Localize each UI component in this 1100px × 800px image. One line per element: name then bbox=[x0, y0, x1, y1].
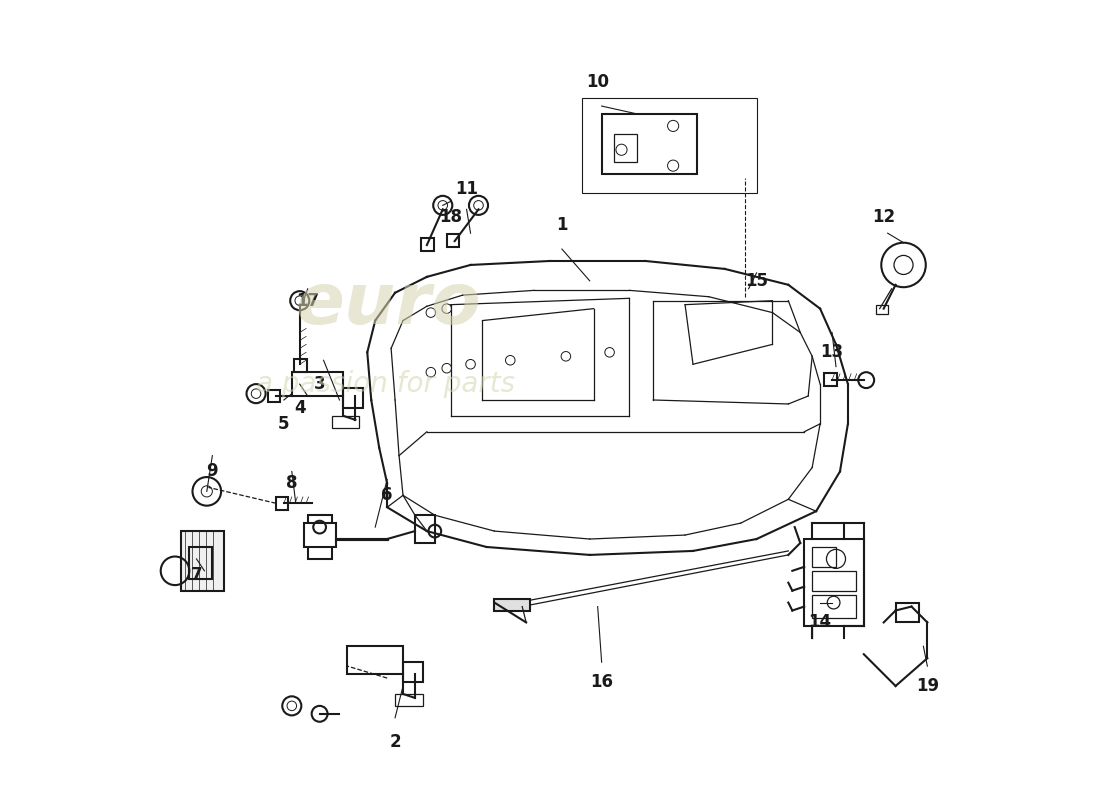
Text: 1: 1 bbox=[557, 216, 568, 234]
Text: 9: 9 bbox=[207, 462, 218, 481]
Bar bbox=[876, 305, 888, 314]
Text: 18: 18 bbox=[439, 208, 462, 226]
Text: 5: 5 bbox=[278, 415, 289, 433]
Bar bbox=[812, 547, 836, 567]
Text: a passion for parts: a passion for parts bbox=[256, 370, 515, 398]
Text: 14: 14 bbox=[808, 614, 832, 631]
Bar bbox=[294, 359, 307, 372]
Text: 17: 17 bbox=[296, 292, 319, 310]
Text: 6: 6 bbox=[382, 486, 393, 504]
Text: 10: 10 bbox=[586, 74, 609, 91]
Bar bbox=[276, 497, 288, 510]
Bar bbox=[292, 372, 343, 396]
Bar bbox=[494, 598, 530, 610]
Bar bbox=[415, 515, 434, 543]
Bar bbox=[308, 515, 331, 559]
Circle shape bbox=[881, 242, 926, 287]
Text: 11: 11 bbox=[455, 181, 478, 198]
Text: 16: 16 bbox=[590, 673, 613, 691]
Bar bbox=[582, 98, 757, 194]
Text: 8: 8 bbox=[286, 474, 298, 493]
Bar bbox=[331, 416, 360, 428]
Bar bbox=[343, 388, 363, 408]
Bar bbox=[188, 547, 212, 578]
Bar bbox=[447, 234, 460, 246]
Bar bbox=[804, 539, 864, 626]
Text: 15: 15 bbox=[745, 272, 768, 290]
Text: 12: 12 bbox=[872, 208, 895, 226]
Bar bbox=[403, 662, 422, 682]
Text: 4: 4 bbox=[294, 399, 306, 417]
Bar bbox=[614, 134, 637, 162]
Bar bbox=[304, 523, 336, 547]
Bar bbox=[812, 594, 856, 618]
Bar bbox=[812, 571, 856, 590]
Text: 2: 2 bbox=[389, 733, 400, 750]
Bar bbox=[348, 646, 403, 674]
Text: 13: 13 bbox=[821, 343, 844, 362]
Text: 7: 7 bbox=[190, 566, 202, 584]
Bar bbox=[824, 373, 837, 386]
Text: 3: 3 bbox=[314, 375, 326, 393]
Bar bbox=[421, 238, 434, 250]
Bar bbox=[395, 694, 422, 706]
Bar bbox=[268, 390, 279, 402]
Bar bbox=[895, 602, 920, 622]
Bar bbox=[602, 114, 697, 174]
Text: euro: euro bbox=[296, 270, 482, 339]
Bar bbox=[180, 531, 224, 590]
Text: 19: 19 bbox=[916, 677, 939, 695]
